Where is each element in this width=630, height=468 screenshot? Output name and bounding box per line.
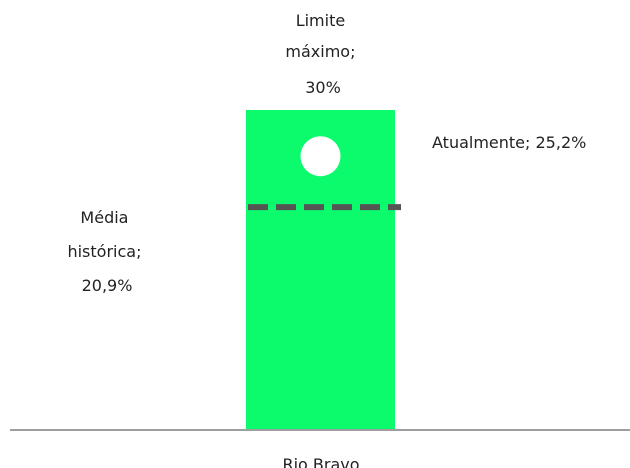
- x-tick-label-rio-bravo: Rio Bravo: [282, 455, 359, 468]
- max-limit-label-line-3: 30%: [305, 78, 341, 97]
- historical-average-label-line-2: histórica;: [67, 242, 141, 261]
- historical-average-label: Média histórica; 20,9%: [67, 208, 146, 295]
- max-limit-label-line-2: máximo;: [285, 42, 355, 61]
- max-limit-label-line-1: Limite: [296, 11, 346, 30]
- historical-average-label-line-3: 20,9%: [82, 276, 133, 295]
- historical-average-label-line-1: Média: [80, 208, 128, 227]
- max-limit-label: Limite máximo; 30%: [285, 11, 360, 97]
- current-value-marker: [300, 136, 341, 177]
- current-value-label: Atualmente; 25,2%: [432, 133, 586, 152]
